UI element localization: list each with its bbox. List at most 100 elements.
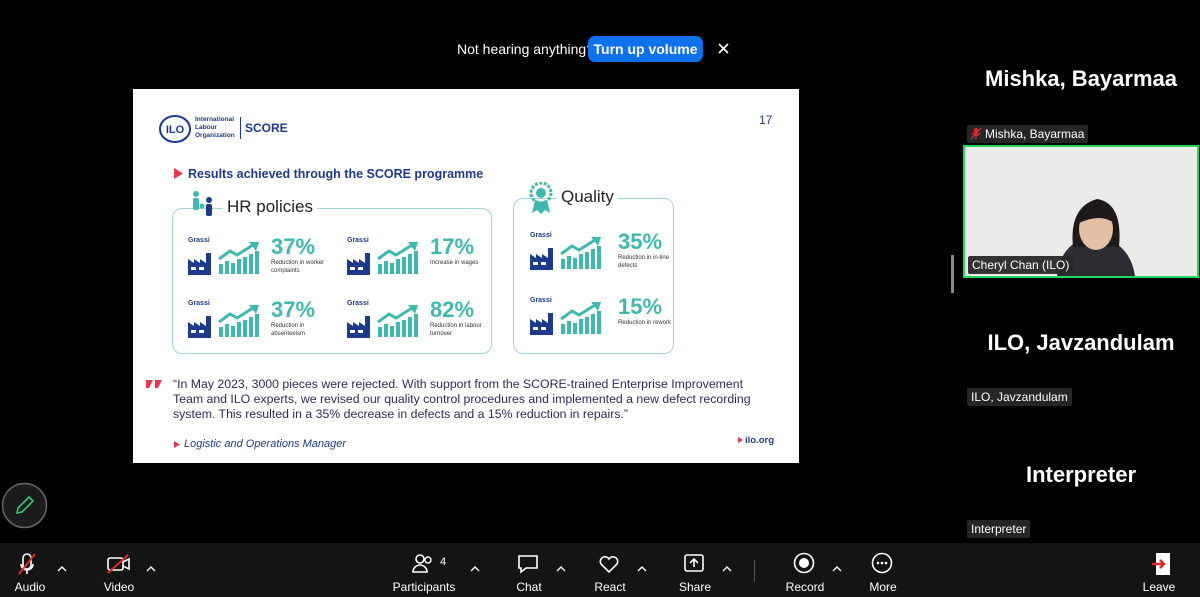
caret bbox=[637, 566, 647, 572]
toolbar-label[interactable]: Audio bbox=[14, 580, 46, 594]
toolbar-icon[interactable] bbox=[107, 552, 131, 581]
result-figure: 37% bbox=[271, 297, 316, 322]
participant-name: ILO, Javzandulam bbox=[987, 330, 1175, 355]
ilo-emblem: ILO bbox=[159, 115, 191, 143]
caret bbox=[556, 566, 566, 572]
toolbar-icon[interactable] bbox=[683, 552, 707, 581]
leave-icon[interactable] bbox=[1148, 552, 1172, 581]
toolbar-icon[interactable] bbox=[598, 552, 622, 581]
factory bbox=[188, 253, 214, 280]
toolbar-caret[interactable] bbox=[57, 559, 67, 577]
result-caption: Reduction in labour turnover bbox=[430, 323, 482, 337]
toolbar-label[interactable]: Record bbox=[785, 580, 825, 594]
toolbar-label[interactable]: Share bbox=[678, 580, 712, 594]
factory bbox=[530, 248, 556, 275]
result-card: Grassi 37% Reduction in absenteeism bbox=[188, 297, 338, 360]
growth-icon bbox=[560, 237, 601, 269]
factory bbox=[188, 316, 214, 343]
company: Grassi bbox=[530, 232, 552, 239]
toolbar-label[interactable]: More bbox=[869, 580, 897, 594]
growth-icon bbox=[218, 242, 259, 274]
toolbar-caret[interactable] bbox=[637, 559, 647, 577]
section-title: Quality bbox=[557, 187, 618, 207]
divider bbox=[240, 117, 241, 139]
toolbar-caret[interactable] bbox=[556, 559, 566, 577]
toolbar-caret[interactable] bbox=[832, 559, 842, 577]
company: Grassi bbox=[188, 300, 210, 307]
factory bbox=[347, 253, 373, 280]
quote-mark bbox=[146, 380, 162, 388]
video-tile: Cheryl Chan (ILO) bbox=[963, 145, 1199, 278]
video-feed bbox=[965, 147, 1197, 276]
toolbar-caret[interactable] bbox=[722, 559, 732, 577]
toolbar-label[interactable]: Video bbox=[103, 580, 135, 594]
result-caption: Reduction in in-line defects bbox=[618, 255, 670, 269]
toolbar-caret[interactable] bbox=[470, 559, 480, 577]
result-figure: 35% bbox=[618, 229, 663, 254]
attribution: Logistic and Operations Manager bbox=[184, 438, 347, 450]
participant-name: Interpreter bbox=[1025, 462, 1137, 487]
result-figure: 15% bbox=[618, 294, 663, 319]
growth bbox=[377, 242, 419, 279]
result-figure: 37% bbox=[271, 234, 316, 259]
icon bbox=[684, 554, 704, 572]
toolbar-label[interactable]: Chat bbox=[516, 580, 542, 594]
turn-up-volume-button[interactable]: Turn up volume bbox=[588, 36, 703, 62]
toolbar-label[interactable]: Participants bbox=[392, 580, 456, 594]
factory-icon bbox=[347, 253, 370, 275]
page-number: 17 bbox=[759, 113, 773, 127]
banner-message: Not hearing anything? bbox=[457, 41, 594, 57]
factory-icon bbox=[530, 313, 553, 335]
growth bbox=[218, 242, 260, 279]
people-icon bbox=[193, 191, 212, 216]
toolbar-icon[interactable] bbox=[412, 552, 436, 581]
company: Grassi bbox=[188, 237, 210, 244]
toolbar-caret[interactable] bbox=[146, 559, 156, 577]
result-caption: Reduction in absenteeism bbox=[271, 323, 306, 337]
growth bbox=[377, 305, 419, 342]
programme-logo: SCORE bbox=[245, 121, 288, 135]
bullet-arrow bbox=[738, 437, 743, 443]
close-banner[interactable] bbox=[718, 43, 729, 54]
result-card: Grassi 17% Increase in wages bbox=[347, 234, 497, 297]
meeting-toolbar: Audio Video Participants Chat React Share Reco… bbox=[0, 543, 1200, 597]
company: Grassi bbox=[347, 300, 369, 307]
participant-label: Mishka, Bayarmaa bbox=[967, 125, 1089, 143]
toolbar-label[interactable]: React bbox=[594, 580, 626, 594]
caret bbox=[57, 566, 67, 572]
participant-count: 4 bbox=[440, 556, 447, 568]
annotate-button[interactable] bbox=[1, 482, 48, 529]
shared-slide: ILO International Labour Organization SC… bbox=[133, 89, 799, 463]
muted-icon bbox=[970, 127, 982, 140]
result-figure: 82% bbox=[430, 297, 475, 322]
result-card: Grassi 15% Reduction in rework bbox=[530, 294, 680, 357]
toolbar-icon[interactable] bbox=[517, 552, 541, 581]
result-caption: Reduction in rework bbox=[618, 320, 672, 326]
icon bbox=[1152, 553, 1170, 575]
result-caption: Increase in wages bbox=[430, 260, 479, 266]
result-figure: 17% bbox=[430, 234, 475, 259]
factory-icon bbox=[347, 316, 370, 338]
panel-resizer[interactable] bbox=[951, 255, 954, 293]
toolbar-icon[interactable] bbox=[793, 552, 817, 581]
result-card: Grassi 37% Reduction in worker complaints bbox=[188, 234, 338, 297]
toolbar-icon[interactable] bbox=[871, 552, 895, 581]
factory-icon bbox=[188, 316, 211, 338]
participant-name: Mishka, Bayarmaa bbox=[985, 66, 1177, 91]
icon bbox=[412, 554, 432, 573]
growth bbox=[560, 237, 602, 274]
caret bbox=[722, 566, 732, 572]
icon bbox=[793, 552, 815, 574]
video-label: Cheryl Chan (ILO) bbox=[968, 256, 1074, 274]
toolbar-icon[interactable] bbox=[18, 552, 42, 581]
factory bbox=[347, 316, 373, 343]
svg-text:ILO: ILO bbox=[166, 124, 185, 136]
leave-label[interactable]: Leave bbox=[1142, 580, 1176, 594]
toolbar-separator bbox=[754, 560, 755, 582]
website: ilo.org bbox=[745, 435, 775, 446]
growth bbox=[218, 305, 260, 342]
icon bbox=[871, 552, 893, 574]
participant-label: Interpreter bbox=[967, 520, 1031, 538]
factory bbox=[530, 313, 556, 340]
